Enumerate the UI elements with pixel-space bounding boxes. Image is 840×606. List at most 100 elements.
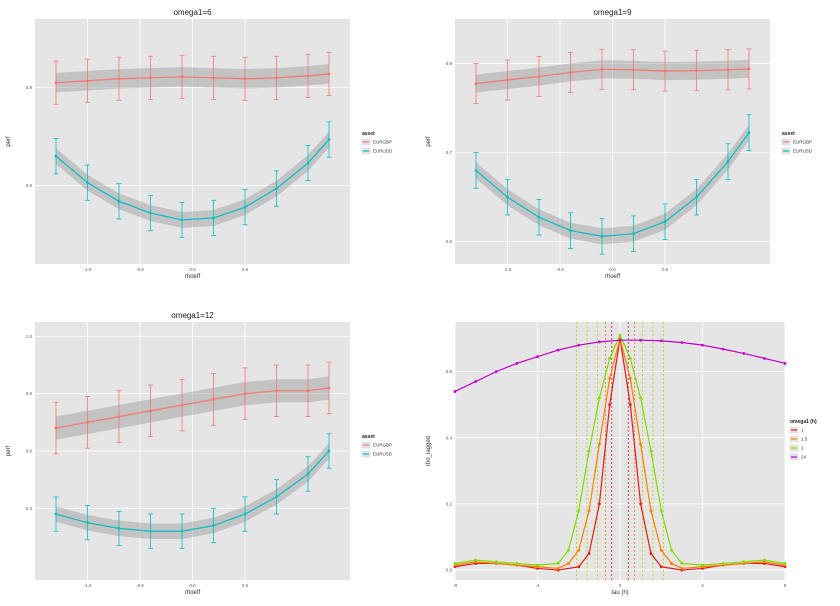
- data-point: [180, 75, 184, 79]
- x-tick-label: -0.5: [556, 267, 564, 272]
- data-point: [474, 169, 478, 172]
- data-point: [695, 195, 698, 199]
- chart-title: omega1=6: [173, 8, 212, 17]
- data-point: [117, 77, 121, 81]
- y-axis-label: perf: [6, 136, 12, 147]
- legend-title: asset: [782, 131, 795, 137]
- data-point: [600, 67, 604, 71]
- data-point: [54, 512, 58, 516]
- legend-label: EURGBP: [373, 140, 392, 145]
- x-tick-label: 0: [619, 583, 622, 588]
- data-point: [536, 355, 539, 359]
- data-point: [149, 211, 152, 215]
- data-point: [494, 560, 498, 564]
- y-axis-label: rho_lagged: [426, 436, 432, 466]
- data-point: [577, 343, 581, 347]
- data-point: [515, 562, 519, 565]
- data-point: [701, 563, 704, 567]
- series-line: [55, 73, 330, 84]
- data-point: [275, 187, 278, 190]
- legend-label: EURUSD: [793, 149, 813, 154]
- x-axis-label: rhoeff: [185, 590, 201, 596]
- data-point: [54, 426, 58, 430]
- y-axis-label: perf: [426, 136, 432, 147]
- x-tick-label: -0.5: [136, 267, 144, 272]
- chart-title: omega1=12: [171, 311, 214, 320]
- data-point: [680, 562, 684, 565]
- data-point: [243, 512, 247, 516]
- confidence-band: [56, 443, 329, 540]
- y-tick-label: 0.2: [446, 501, 453, 506]
- series-line: [55, 387, 330, 429]
- data-point: [306, 74, 310, 78]
- data-point: [556, 567, 560, 570]
- chart-panel-omega1-6: omega1=6 0.8 0.9 -1.0 -0.5 0.0 0.5 rhoeff perf as…: [0, 5, 420, 290]
- data-point: [306, 389, 310, 393]
- data-point: [762, 356, 766, 360]
- data-point: [663, 69, 667, 73]
- x-tick-label: 0.5: [242, 583, 249, 588]
- data-point: [86, 521, 89, 525]
- data-point: [783, 562, 787, 565]
- data-point: [506, 78, 509, 82]
- chart-omega1-12: omega1=12 0.4 0.6 0.8 1.0 -1.0 -0.5 0.0 0.5 rhoef…: [6, 311, 393, 596]
- data-point: [618, 333, 622, 337]
- data-point: [639, 338, 643, 342]
- x-tick-label: 0.0: [609, 267, 616, 272]
- y-tick-label: 0.6: [26, 449, 33, 454]
- data-point: [243, 205, 247, 209]
- data-point: [567, 548, 570, 552]
- data-point: [608, 356, 612, 360]
- data-point: [117, 527, 121, 530]
- data-point: [632, 232, 635, 236]
- data-point: [659, 548, 663, 552]
- data-point: [639, 502, 643, 506]
- data-point: [537, 75, 541, 78]
- y-tick-label: 0.8: [26, 183, 33, 188]
- data-point: [577, 565, 581, 569]
- data-point: [117, 199, 121, 203]
- data-point: [587, 509, 591, 512]
- y-tick-label: 0.4: [446, 435, 453, 440]
- data-point: [212, 76, 215, 80]
- x-tick-label: -1.0: [84, 267, 92, 272]
- chart-rho-lagged: 0.0 0.2 0.4 0.6 -8 -4 0 4 8 tau (h) rho_lagged omeg…: [426, 322, 817, 596]
- x-tick-label: -4: [535, 583, 539, 588]
- chart-panel-rho-lagged: 0.0 0.2 0.4 0.6 -8 -4 0 4 8 tau (h) rho_lagged omeg…: [420, 308, 840, 604]
- y-axis-label: perf: [6, 446, 12, 457]
- data-point: [86, 79, 89, 83]
- data-point: [608, 376, 612, 380]
- data-point: [639, 442, 643, 446]
- data-point: [600, 234, 604, 238]
- data-point: [608, 403, 612, 407]
- data-point: [474, 82, 478, 85]
- data-point: [649, 449, 653, 453]
- data-point: [587, 552, 591, 555]
- data-point: [649, 509, 653, 512]
- data-point: [597, 502, 601, 506]
- legend-title: omega1 (h): [790, 419, 817, 425]
- data-point: [453, 390, 457, 393]
- data-point: [86, 420, 89, 424]
- y-tick-label: 0.4: [26, 506, 33, 511]
- series-line: [475, 68, 750, 85]
- y-tick-label: 0.8: [26, 391, 33, 396]
- data-point: [628, 403, 632, 407]
- data-point: [327, 386, 331, 390]
- data-point: [628, 376, 632, 380]
- legend-label: 1: [801, 428, 804, 433]
- chart-omega1-6: omega1=6 0.8 0.9 -1.0 -0.5 0.0 0.5 rhoeff perf as…: [6, 8, 393, 280]
- y-tick-label: 0.5: [446, 239, 453, 244]
- data-point: [180, 218, 184, 222]
- data-point: [275, 495, 278, 499]
- data-point: [180, 529, 184, 533]
- x-tick-label: 0.0: [189, 267, 196, 272]
- x-axis-label: rhoeff: [605, 274, 621, 280]
- data-point: [327, 138, 331, 141]
- data-point: [577, 509, 581, 512]
- data-point: [494, 370, 498, 374]
- data-point: [742, 560, 746, 564]
- data-point: [537, 215, 541, 219]
- data-point: [659, 339, 663, 343]
- series-line: [475, 132, 750, 237]
